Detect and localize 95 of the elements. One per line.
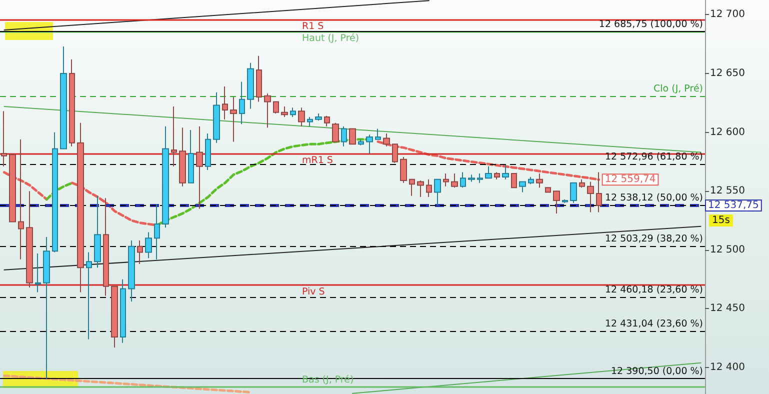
ref-line-label: mR1 S [302,154,333,166]
ref-line-label: Haut (J, Pré) [302,32,360,44]
candlestick [281,106,288,118]
candlestick [511,172,517,188]
candlestick [570,182,577,204]
candlestick [485,166,492,179]
candlestick [94,195,101,268]
ref-line-label: 12 503,29 (38,20 %) [604,234,703,245]
candlestick [298,107,305,127]
candlestick [494,172,500,180]
candlestick [587,181,594,213]
candlestick [69,58,75,147]
y-tick-label: 12 700 [710,9,745,20]
ref-line-label: Piv S [302,286,325,298]
candlestick [477,172,483,184]
candlestick [77,122,84,293]
candlestick [196,126,203,210]
candlestick [60,46,67,150]
y-tick-label: 12 600 [710,126,745,138]
candlestick [52,132,58,253]
y-tick-label: 12 450 [710,303,745,314]
candlestick [417,180,424,198]
candlestick [120,278,126,344]
candlestick [324,115,330,127]
candlestick [188,129,194,184]
candlestick [392,144,398,164]
candlestick [545,187,551,193]
candlestick [468,174,475,182]
candlestick [111,286,118,348]
candlestick [154,204,160,260]
data-label: 12 559,74 [604,174,656,186]
line-series [2,171,48,201]
ref-line-label: 12 460,18 (23,60 %) [604,284,703,296]
candlestick [349,128,356,145]
candlestick [264,93,271,128]
candlestick [596,172,602,213]
candlestick [171,106,177,167]
candlestick [451,172,458,188]
candlestick [315,112,322,122]
candlestick [35,252,41,293]
candlestick [562,198,568,204]
text: 15s [712,215,730,226]
candlestick [519,181,526,193]
ref-line-label: R1 S [302,20,324,32]
candlestick [26,190,33,288]
candlestick [400,156,407,184]
candlestick [273,101,279,114]
candlestick [434,178,441,206]
candlestick [43,236,50,380]
line-series [376,140,600,181]
candlestick [426,178,432,198]
candlestick [443,172,449,187]
candlestick [358,138,364,146]
y-tick-label: 12 500 [710,244,745,256]
candlestick [460,172,466,188]
candlestick [103,198,109,296]
candlestick [528,176,534,185]
y-tick-label: 12 650 [710,68,745,80]
candlestick [247,62,254,110]
candlestick [553,190,560,214]
candlestick [307,116,313,127]
ref-line-label: 12 572,96 (61,80 %) [604,152,703,163]
y-tick-label: 12 400 [710,362,745,374]
candlestick [536,172,543,188]
candlestick [222,86,228,120]
candlestick [409,178,415,196]
ref-line-label: Clo (J, Pré) [654,83,703,94]
candlestick [9,154,16,222]
candlestick [341,126,347,147]
candlestick [1,110,7,167]
y-tick-label: 12 550 [710,186,745,197]
candlestick [502,164,509,180]
candlestick [137,240,143,265]
ref-line-label: 12 431,04 (23,60 %) [604,318,703,330]
candlestick [145,232,152,259]
candlestick [162,126,169,228]
candlestick [205,132,211,170]
ref-line-label: 12 537,75 [708,200,759,212]
candlestick [383,132,390,147]
ref-line-label: 12 685,75 (100,00 %) [598,18,703,30]
candlestick [239,81,245,125]
candlestick [230,96,237,142]
candlestick [579,178,585,188]
candlestick [86,252,92,340]
candlestick [179,127,186,187]
candlestick [18,138,24,260]
line-series [45,182,74,201]
candlestick [128,240,135,302]
candlestick [366,134,373,154]
candlestick [290,107,296,118]
ref-line-label: 12 538,12 (50,00 %) [604,192,703,204]
candlestick [332,122,339,142]
candlestick [375,128,381,140]
candlestick [213,92,220,144]
candlestick [256,55,262,102]
